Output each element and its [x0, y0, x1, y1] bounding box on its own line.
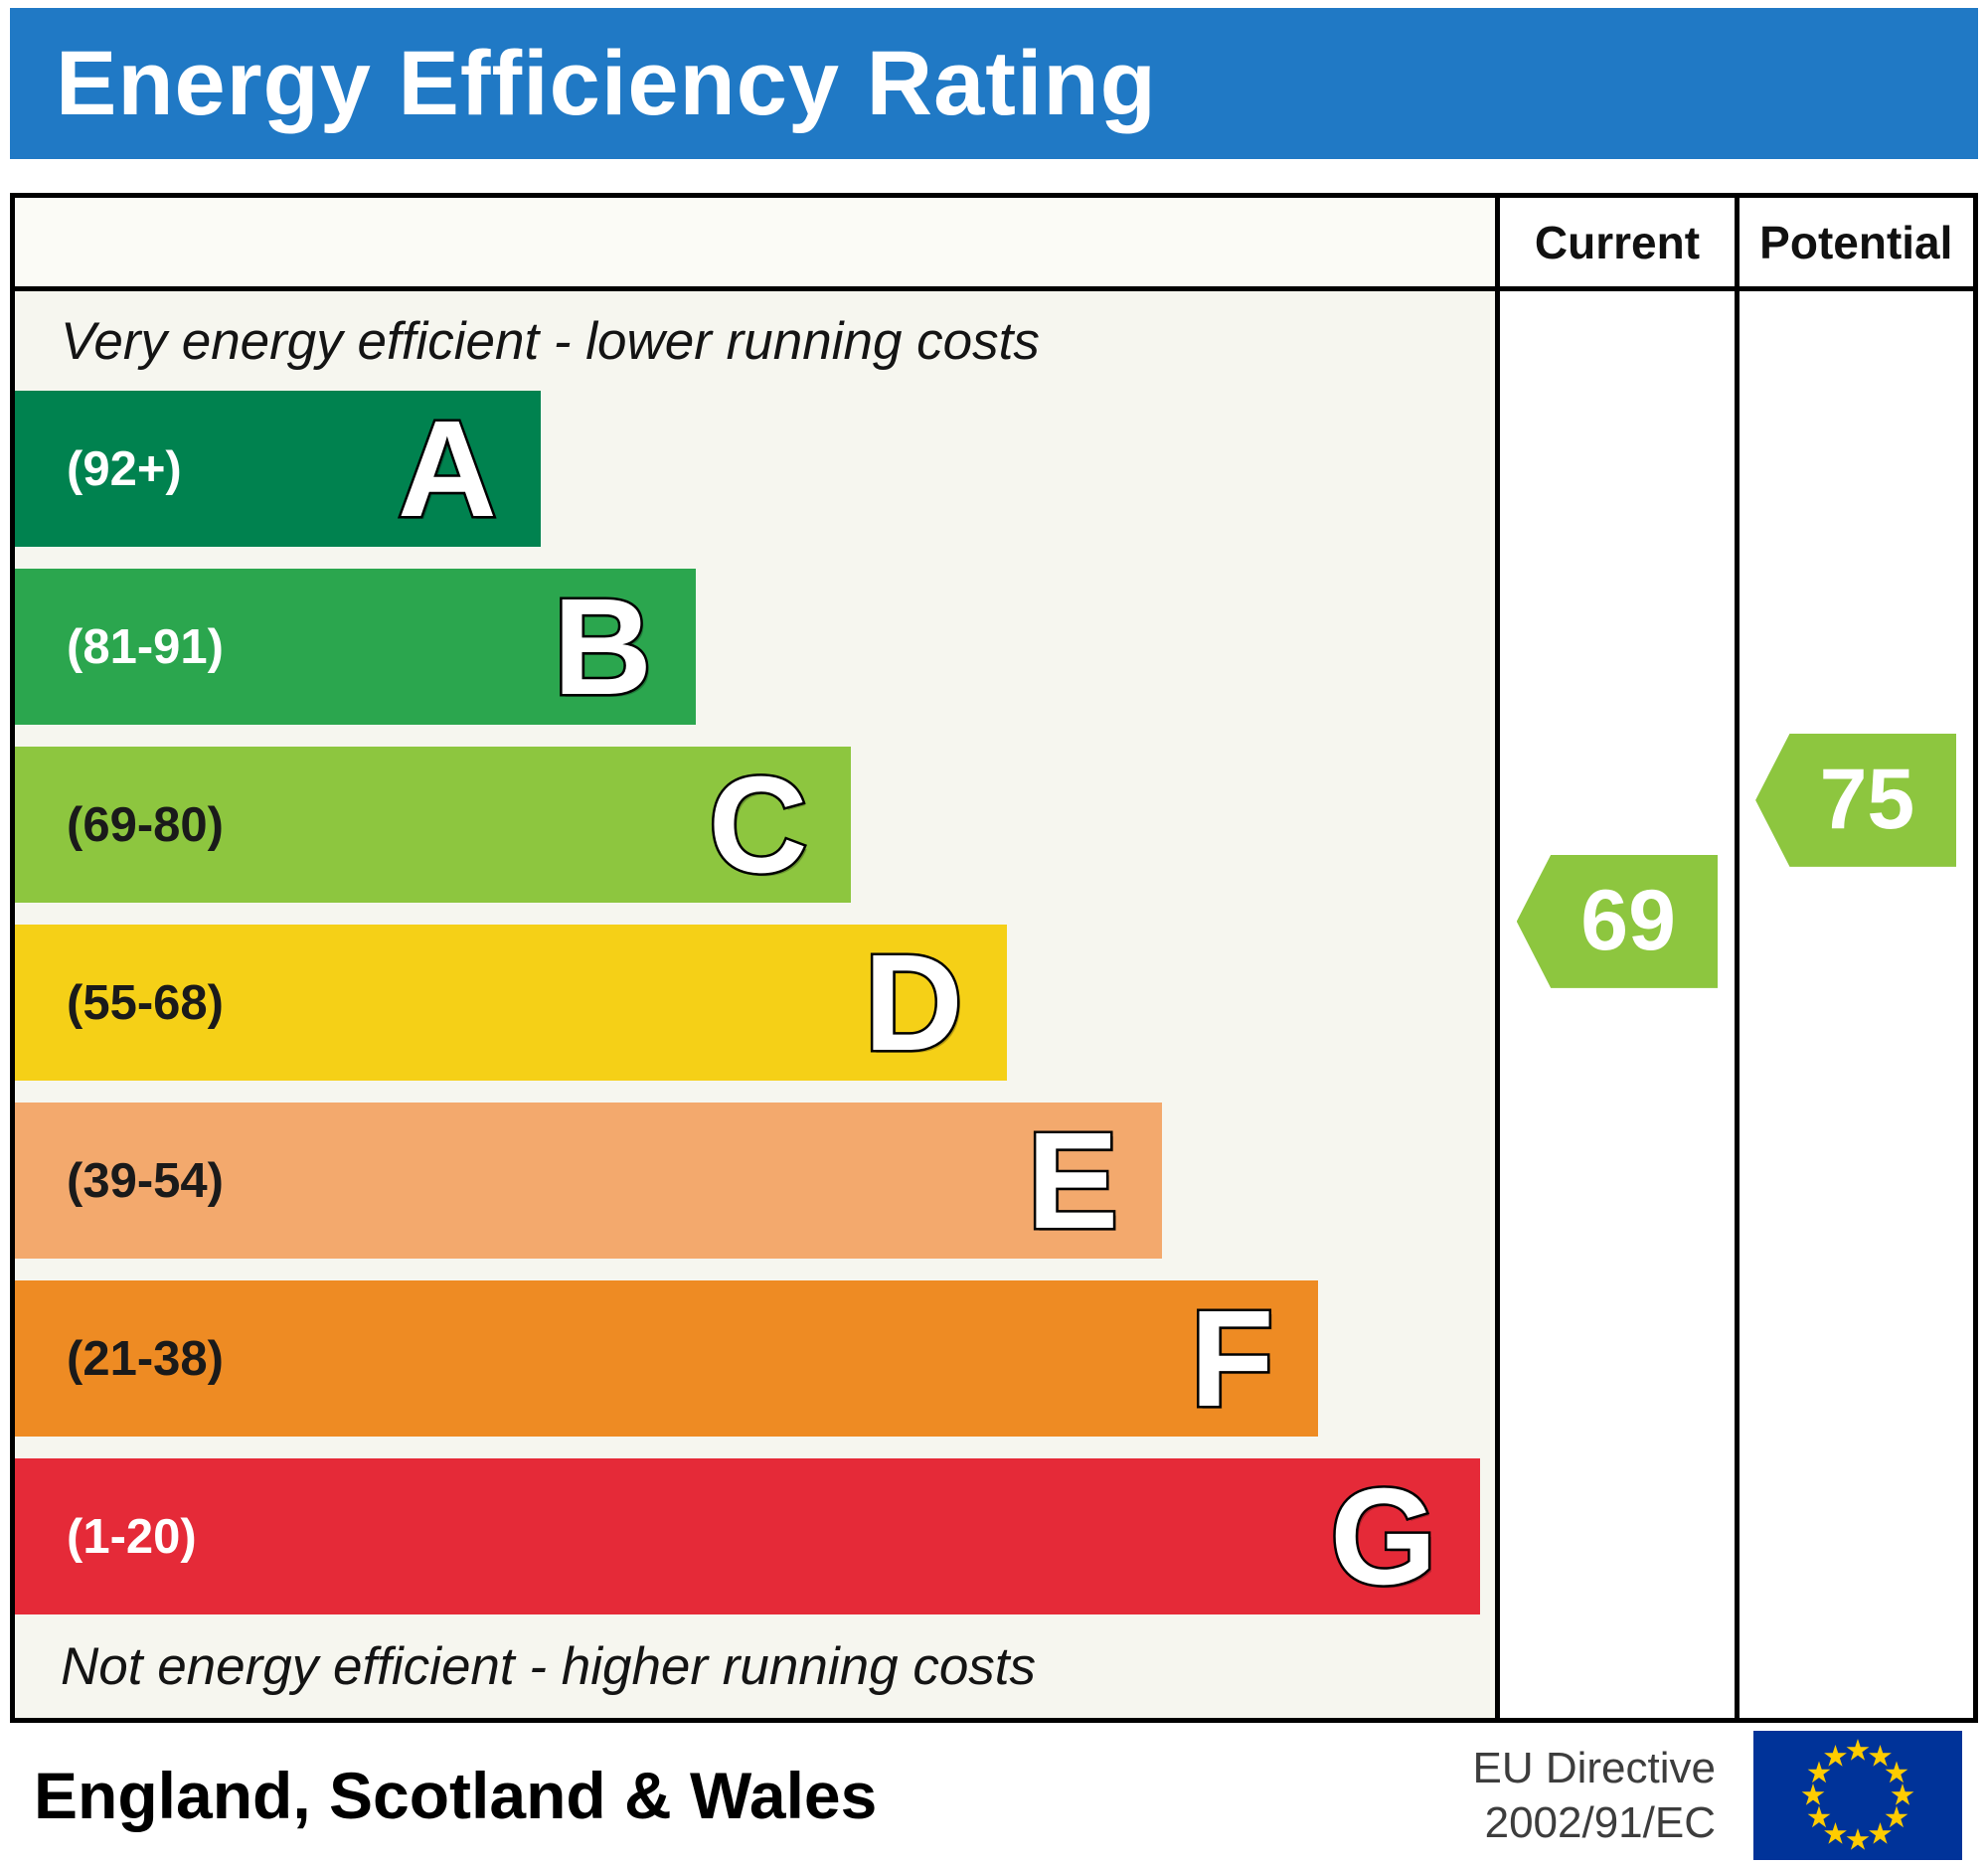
band-bar-e: (39-54) E: [15, 1103, 1163, 1259]
potential-column: 75: [1734, 291, 1973, 1718]
band-row-b: (81-91) B: [15, 569, 1495, 725]
top-note: Very energy efficient - lower running co…: [61, 311, 1040, 371]
region-label: England, Scotland & Wales: [34, 1758, 878, 1832]
band-row-c: (69-80) C: [15, 747, 1495, 903]
current-rating-arrow: 69: [1516, 854, 1719, 988]
band-letter: D: [862, 926, 966, 1080]
band-area: Very energy efficient - lower running co…: [15, 291, 1496, 1718]
current-rating-value: 69: [1580, 873, 1676, 969]
band-bar-d: (55-68) D: [15, 925, 1007, 1081]
footer: England, Scotland & Wales EU Directive 2…: [10, 1723, 1978, 1867]
band-letter: G: [1328, 1459, 1439, 1613]
band-range-label: (39-54): [67, 1153, 224, 1208]
chart-corner-cell: [15, 198, 1496, 291]
bands-container: (92+) A (81-91) B (69-80) C (55-68) D (39-54) E (2…: [15, 391, 1495, 1614]
band-row-g: (1-20) G: [15, 1458, 1495, 1614]
band-row-f: (21-38) F: [15, 1280, 1495, 1437]
eu-directive-line2: 2002/91/EC: [1484, 1797, 1716, 1847]
band-letter: E: [1025, 1103, 1121, 1258]
band-row-a: (92+) A: [15, 391, 1495, 547]
band-range-label: (81-91): [67, 619, 224, 674]
band-bar-b: (81-91) B: [15, 569, 697, 725]
band-bar-g: (1-20) G: [15, 1458, 1481, 1614]
band-row-e: (39-54) E: [15, 1103, 1495, 1259]
potential-column-header: Potential: [1734, 198, 1973, 291]
band-range-label: (92+): [67, 441, 182, 496]
eu-flag-stars: [1753, 1730, 1962, 1860]
current-column: 69: [1495, 291, 1735, 1718]
band-bar-a: (92+) A: [15, 391, 541, 547]
potential-rating-arrow: 75: [1755, 733, 1957, 867]
band-range-label: (55-68): [67, 975, 224, 1030]
band-bar-c: (69-80) C: [15, 747, 852, 903]
band-letter: C: [706, 748, 810, 902]
band-range-label: (1-20): [67, 1509, 197, 1564]
band-letter: F: [1188, 1281, 1276, 1436]
band-range-label: (69-80): [67, 797, 224, 852]
eu-directive-line1: EU Directive: [1472, 1743, 1717, 1792]
title-bar: Energy Efficiency Rating: [10, 8, 1978, 159]
band-letter: B: [551, 570, 655, 724]
band-bar-f: (21-38) F: [15, 1280, 1318, 1437]
eu-directive: EU Directive 2002/91/EC: [1473, 1741, 1717, 1850]
current-column-header: Current: [1495, 198, 1735, 291]
epc-chart: Current Potential Very energy efficient …: [10, 193, 1978, 1723]
band-row-d: (55-68) D: [15, 925, 1495, 1081]
potential-rating-value: 75: [1819, 752, 1915, 848]
eu-flag: [1751, 1730, 1964, 1860]
band-range-label: (21-38): [67, 1331, 224, 1386]
page-title: Energy Efficiency Rating: [56, 32, 1157, 134]
band-letter: A: [396, 392, 500, 546]
bottom-note: Not energy efficient - higher running co…: [61, 1636, 1037, 1696]
